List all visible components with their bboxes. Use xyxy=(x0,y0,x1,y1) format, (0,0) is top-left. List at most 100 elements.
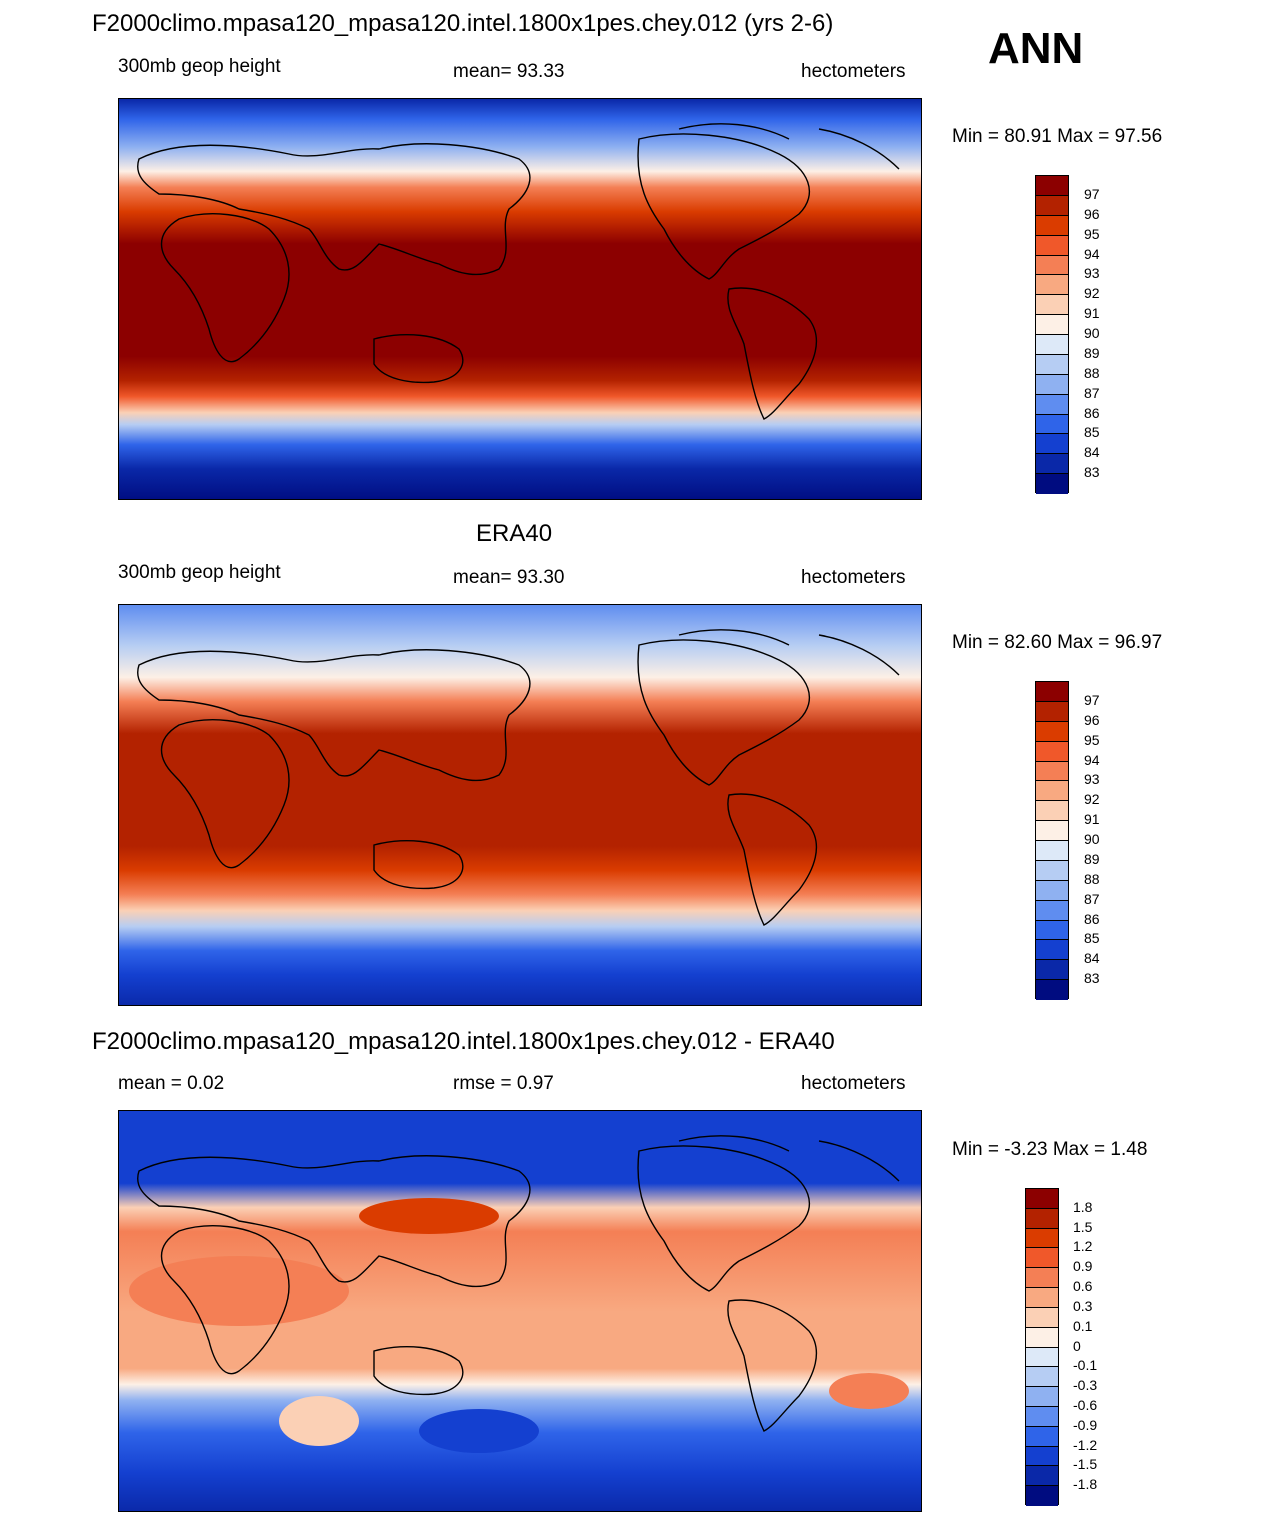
panel-3-title: F2000climo.mpasa120_mpasa120.intel.1800x… xyxy=(92,1028,835,1055)
panel-3-negative-anomaly xyxy=(419,1409,539,1453)
colorbar-tick-label: -1.2 xyxy=(1073,1436,1098,1453)
colorbar-swatch xyxy=(1036,374,1068,395)
panel-1-colorbar xyxy=(1035,175,1069,494)
colorbar-tick-label: 91 xyxy=(1084,811,1100,828)
colorbar-tick-label: 93 xyxy=(1084,265,1100,282)
colorbar-tick-label: 1.2 xyxy=(1073,1238,1093,1255)
colorbar-swatch xyxy=(1036,215,1068,236)
colorbar-swatch xyxy=(1036,801,1068,822)
colorbar-tick-label: 85 xyxy=(1084,930,1100,947)
colorbar-tick-label: -0.3 xyxy=(1073,1377,1098,1394)
panel-1-coastlines xyxy=(137,123,900,420)
colorbar-swatch xyxy=(1036,315,1068,335)
panel-3-minmax: Min = -3.23 Max = 1.48 xyxy=(952,1139,1148,1160)
colorbar-tick-label: 92 xyxy=(1084,285,1100,302)
colorbar-swatch xyxy=(1036,761,1068,782)
colorbar-swatch xyxy=(1036,335,1068,355)
colorbar-swatch xyxy=(1036,821,1068,841)
colorbar-tick-label: 88 xyxy=(1084,364,1100,381)
colorbar-tick-label: 83 xyxy=(1084,970,1100,987)
colorbar-tick-label: 0.6 xyxy=(1073,1278,1093,1295)
colorbar-tick-label: 89 xyxy=(1084,850,1100,867)
colorbar-tick-label: 0 xyxy=(1073,1337,1081,1354)
colorbar-tick-label: 83 xyxy=(1084,464,1100,481)
colorbar-swatch xyxy=(1036,235,1068,256)
colorbar-swatch xyxy=(1026,1248,1058,1269)
panel-3-colorbar xyxy=(1025,1188,1059,1506)
panel-3-rmse-label: rmse = 0.97 xyxy=(453,1073,554,1094)
colorbar-tick-label: -1.8 xyxy=(1073,1476,1098,1493)
colorbar-swatch xyxy=(1026,1208,1058,1229)
panel-1-units-label: hectometers xyxy=(801,61,906,82)
colorbar-swatch xyxy=(1036,295,1068,316)
panel-3-map xyxy=(118,1110,922,1512)
colorbar-tick-label: 91 xyxy=(1084,305,1100,322)
colorbar-tick-label: 90 xyxy=(1084,831,1100,847)
colorbar-tick-label: 96 xyxy=(1084,711,1100,728)
colorbar-swatch xyxy=(1036,414,1068,435)
colorbar-tick-label: -1.5 xyxy=(1073,1456,1098,1473)
colorbar-tick-label: 87 xyxy=(1084,384,1100,401)
colorbar-tick-label: 94 xyxy=(1084,751,1100,768)
colorbar-tick-label: 90 xyxy=(1084,325,1100,341)
colorbar-swatch xyxy=(1026,1426,1058,1447)
panel-2-coastlines xyxy=(137,629,900,926)
colorbar-swatch xyxy=(1036,920,1068,941)
colorbar-tick-label: 86 xyxy=(1084,404,1100,421)
colorbar-tick-label: -0.9 xyxy=(1073,1416,1098,1433)
colorbar-swatch xyxy=(1026,1466,1058,1487)
panel-1-map xyxy=(118,98,922,500)
panel-3-positive-anomaly xyxy=(359,1198,499,1234)
colorbar-swatch xyxy=(1026,1228,1058,1249)
panel-3-positive-patch xyxy=(279,1396,359,1446)
colorbar-swatch xyxy=(1036,940,1068,961)
colorbar-swatch xyxy=(1036,255,1068,276)
panel-2-contour-plot xyxy=(119,605,921,1005)
colorbar-tick-label: 95 xyxy=(1084,225,1100,242)
colorbar-tick-label: 0.9 xyxy=(1073,1258,1093,1275)
colorbar-swatch xyxy=(1036,781,1068,802)
season-label: ANN xyxy=(988,24,1084,73)
colorbar-swatch xyxy=(1026,1347,1058,1368)
panel-3-coastlines xyxy=(137,1135,900,1432)
colorbar-swatch xyxy=(1026,1268,1058,1289)
colorbar-swatch xyxy=(1036,394,1068,415)
colorbar-swatch xyxy=(1026,1486,1058,1506)
colorbar-tick-label: 94 xyxy=(1084,245,1100,262)
colorbar-tick-label: 84 xyxy=(1084,950,1100,967)
panel-2-colorbar xyxy=(1035,681,1069,1000)
panel-2-map xyxy=(118,604,922,1006)
colorbar-swatch xyxy=(1036,195,1068,216)
panel-3-positive-region xyxy=(129,1256,349,1326)
colorbar-tick-label: 84 xyxy=(1084,444,1100,461)
colorbar-tick-label: 85 xyxy=(1084,424,1100,441)
colorbar-tick-label: 95 xyxy=(1084,731,1100,748)
colorbar-swatch xyxy=(1026,1307,1058,1328)
panel-1-variable-label: 300mb geop height xyxy=(118,56,281,77)
colorbar-swatch xyxy=(1036,701,1068,722)
colorbar-tick-label: 86 xyxy=(1084,910,1100,927)
panel-3-contour-plot xyxy=(119,1111,921,1511)
panel-3-units-label: hectometers xyxy=(801,1073,906,1094)
colorbar-swatch xyxy=(1026,1288,1058,1308)
colorbar-tick-label: 0.3 xyxy=(1073,1297,1093,1314)
colorbar-tick-label: 93 xyxy=(1084,771,1100,788)
colorbar-swatch xyxy=(1036,900,1068,921)
colorbar-tick-label: 0.1 xyxy=(1073,1317,1093,1334)
colorbar-swatch xyxy=(1036,841,1068,861)
colorbar-tick-label: 1.5 xyxy=(1073,1218,1093,1235)
panel-2-variable-label: 300mb geop height xyxy=(118,562,281,583)
panel-2-title: ERA40 xyxy=(476,520,553,547)
colorbar-swatch xyxy=(1036,176,1068,196)
colorbar-tick-label: 1.8 xyxy=(1073,1198,1093,1215)
colorbar-swatch xyxy=(1036,454,1068,475)
colorbar-swatch xyxy=(1026,1446,1058,1467)
colorbar-tick-label: 96 xyxy=(1084,205,1100,222)
colorbar-tick-label: 92 xyxy=(1084,791,1100,808)
colorbar-swatch xyxy=(1026,1189,1058,1209)
colorbar-swatch xyxy=(1026,1406,1058,1427)
colorbar-swatch xyxy=(1026,1367,1058,1388)
colorbar-swatch xyxy=(1036,682,1068,702)
colorbar-swatch xyxy=(1036,275,1068,296)
colorbar-swatch xyxy=(1036,354,1068,375)
